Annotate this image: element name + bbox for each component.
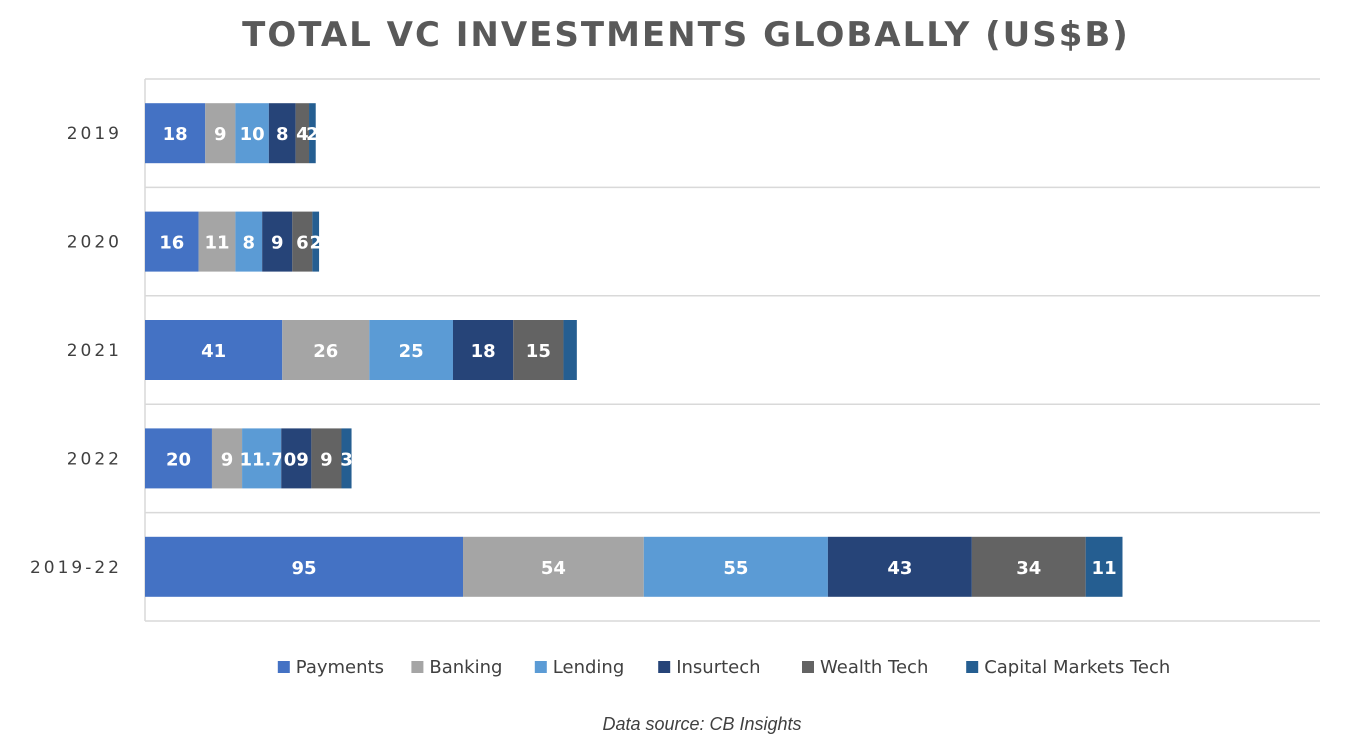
data-source-note: Data source: CB Insights — [602, 714, 801, 734]
legend-label: Banking — [429, 657, 502, 678]
category-label: 2019-22 — [30, 558, 122, 578]
bar-segment — [145, 320, 283, 380]
bar-segment — [282, 320, 370, 380]
gridlines — [145, 78, 1320, 622]
legend-swatch — [658, 661, 671, 673]
category-axis: 2019 2020 2021 2022 2019-22 — [30, 79, 146, 621]
data-label: 9 — [320, 449, 333, 470]
legend-swatch — [277, 661, 290, 673]
category-label: 2022 — [67, 449, 122, 469]
bar-segment — [262, 211, 293, 272]
bar-segment — [292, 211, 313, 272]
bar-segment — [463, 536, 644, 597]
legend-swatch — [411, 661, 424, 673]
data-label: 8 — [243, 233, 256, 254]
legend-swatch — [802, 661, 814, 673]
bar-segment — [452, 320, 514, 380]
bar-segment — [145, 211, 199, 272]
data-label: 18 — [471, 341, 496, 362]
data-label: 9 — [214, 124, 227, 145]
legend-label: Lending — [553, 657, 624, 678]
data-label: 26 — [313, 341, 338, 362]
bar-segment — [242, 428, 282, 489]
bar-segment — [971, 536, 1086, 597]
bar-segment — [643, 536, 828, 597]
data-label: 4 — [296, 124, 309, 145]
bar-segment — [309, 103, 316, 164]
bar-segment — [205, 103, 236, 164]
chart-title: TOTAL VC INVESTMENTS GLOBALLY (US$B) — [242, 15, 1130, 55]
bar-segment — [369, 320, 453, 380]
data-label: 55 — [723, 558, 748, 579]
data-label: 2 — [309, 233, 322, 254]
data-label: 16 — [159, 233, 184, 254]
bar-segment — [235, 103, 269, 164]
data-label: 8 — [276, 124, 289, 145]
bar-segment — [145, 103, 206, 164]
bar-segment — [145, 428, 212, 489]
bar-segment — [211, 428, 243, 489]
category-label: 2019 — [67, 124, 122, 144]
data-label: 9 — [271, 233, 284, 254]
bar-segment — [513, 320, 564, 380]
category-label: 2021 — [67, 341, 122, 361]
data-label: 15 — [526, 341, 551, 362]
bar-segment — [281, 428, 312, 489]
data-label: 25 — [399, 341, 424, 362]
data-label: 9 — [221, 449, 234, 470]
data-label: 09 — [284, 449, 309, 470]
data-label: 11.7 — [239, 449, 283, 470]
bar-segment — [268, 103, 296, 164]
legend-label: Payments — [296, 657, 384, 678]
bar-segment — [341, 428, 352, 489]
legend-label: Wealth Tech — [820, 657, 928, 678]
data-label: 54 — [541, 558, 566, 579]
data-label: 3 — [340, 449, 353, 470]
bar-segment — [827, 536, 972, 597]
legend-label: Insurtech — [676, 657, 760, 678]
data-label: 11 — [204, 233, 229, 254]
legend-swatch — [966, 661, 979, 673]
data-label: 2 — [306, 124, 319, 145]
legend: Payments Banking Lending Insurtech Wealth Te… — [277, 657, 1170, 678]
data-label: 43 — [887, 558, 912, 579]
data-label: 95 — [291, 558, 316, 579]
bar-segment — [312, 211, 320, 272]
bar-segment — [563, 320, 577, 380]
bar-segment — [198, 211, 236, 272]
data-label: 18 — [163, 124, 188, 145]
legend-swatch — [534, 661, 547, 673]
category-label: 2020 — [67, 233, 122, 253]
bar-segment — [235, 211, 263, 272]
bar-segment — [295, 103, 310, 164]
data-label: 6 — [296, 233, 309, 254]
bar-segment — [1085, 536, 1123, 597]
data-label: 20 — [166, 449, 191, 470]
data-label: 10 — [240, 124, 265, 145]
bar-segment — [311, 428, 342, 489]
data-label: 11 — [1092, 558, 1117, 579]
data-label: 41 — [201, 341, 226, 362]
legend-label: Capital Markets Tech — [984, 657, 1170, 678]
bar-segment — [145, 536, 464, 597]
data-label: 34 — [1016, 558, 1041, 579]
